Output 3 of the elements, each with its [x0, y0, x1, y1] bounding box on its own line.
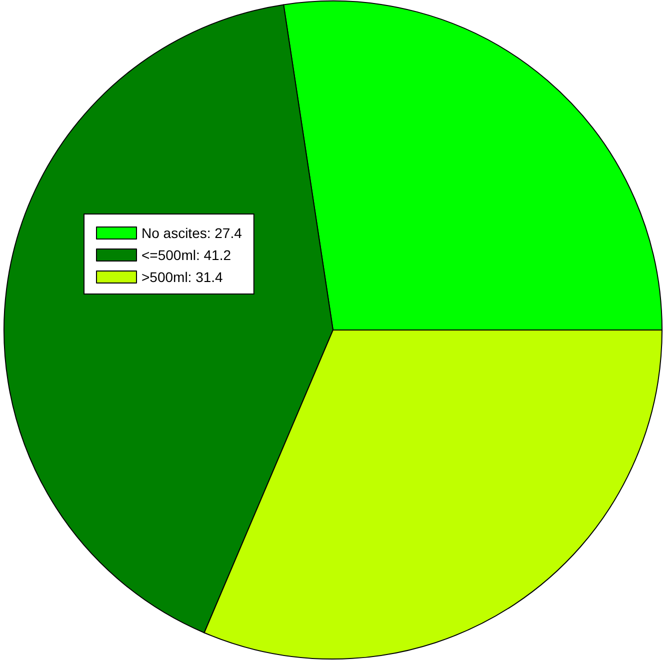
legend-label: <=500ml: 41.2	[142, 247, 232, 263]
legend-label: >500ml: 31.4	[142, 269, 224, 285]
legend-label: No ascites: 27.4	[142, 225, 242, 241]
